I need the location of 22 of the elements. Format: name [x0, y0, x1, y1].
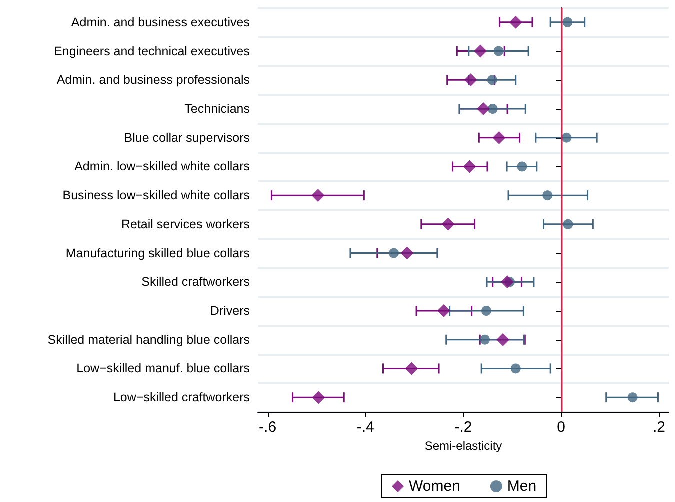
x-tick-label: -.6 — [259, 419, 277, 436]
x-tick-label: -.2 — [454, 419, 472, 436]
legend-label: Women — [409, 478, 460, 495]
y-tick-label: Skilled craftworkers — [142, 275, 250, 290]
x-tick-label: .2 — [652, 419, 666, 436]
y-tick-label: Business low−skilled white collars — [62, 188, 250, 203]
y-tick-label: Skilled material handling blue collars — [48, 332, 250, 347]
y-tick-label: Admin. and business professionals — [56, 73, 250, 88]
y-tick-label: Retail services workers — [121, 217, 250, 232]
x-axis-title: Semi-elasticity — [424, 438, 502, 453]
y-tick-label: Engineers and technical executives — [54, 44, 250, 58]
legend-label: Men — [507, 478, 537, 495]
x-tick-label: 0 — [557, 419, 566, 436]
y-tick-label: Admin. low−skilled white collars — [74, 160, 250, 174]
y-tick-label: Technicians — [184, 102, 250, 116]
y-tick-label: Low−skilled craftworkers — [113, 390, 250, 405]
x-tick-label: -.4 — [356, 419, 374, 436]
y-tick-label: Manufacturing skilled blue collars — [66, 246, 250, 260]
y-tick-label: Admin. and business executives — [71, 15, 250, 30]
y-tick-label: Drivers — [210, 304, 250, 318]
y-tick-label: Blue collar supervisors — [124, 130, 250, 145]
y-tick-label: Low−skilled manuf. blue collars — [76, 362, 250, 376]
